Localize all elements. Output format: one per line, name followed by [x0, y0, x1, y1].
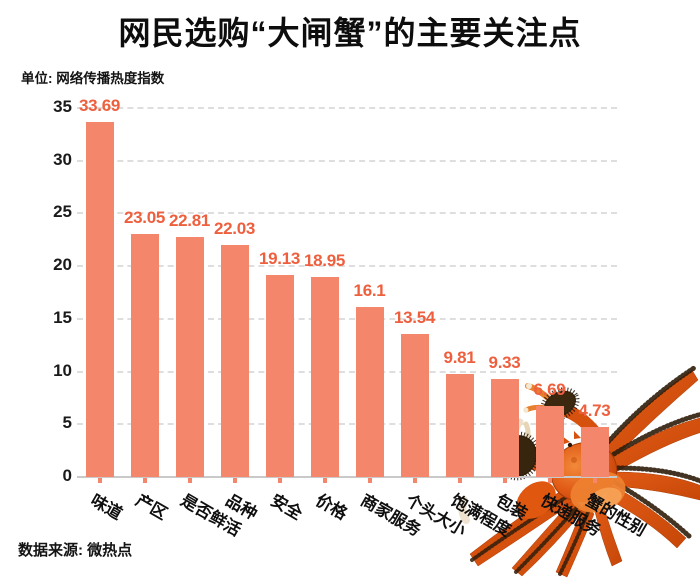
- unit-label: 单位: 网络传播热度指数: [21, 71, 165, 86]
- grid-line: [77, 107, 617, 109]
- x-axis-tick: [412, 478, 417, 483]
- x-axis-category-label: 价格: [312, 491, 350, 524]
- bar-value-label: 16.1: [353, 281, 386, 301]
- chart-title: 网民选购“大闸蟹”的主要关注点: [118, 15, 582, 51]
- y-axis-tick-label: 20: [53, 255, 72, 275]
- bar-value-label: 18.95: [303, 251, 346, 271]
- bar-value-label: 22.03: [213, 218, 256, 238]
- grid-line: [77, 317, 617, 320]
- y-axis-tick-label: 25: [53, 202, 72, 222]
- bar-value-label: 22.81: [168, 210, 211, 230]
- bar: [310, 277, 339, 477]
- x-axis-tick: [367, 478, 372, 483]
- bar-value-label: 33.69: [78, 95, 121, 115]
- x-axis-tick: [142, 478, 147, 483]
- y-axis-tick-label: 10: [53, 360, 72, 380]
- bar-value-label: 13.54: [393, 308, 436, 328]
- x-axis-tick: [457, 478, 462, 483]
- bar: [400, 334, 429, 477]
- y-axis-tick-label: 30: [53, 149, 72, 169]
- x-axis-tick: [187, 478, 192, 483]
- crab-image: [458, 365, 700, 578]
- data-source: 数据来源: 微热点: [18, 542, 133, 559]
- grid-line: [77, 159, 617, 162]
- x-axis-tick: [547, 478, 552, 483]
- bar: [220, 244, 249, 477]
- grid-line: [77, 265, 617, 268]
- grid-line: [77, 212, 617, 215]
- crab-eye: [567, 442, 573, 448]
- bar-value-label: 4.73: [578, 401, 611, 421]
- y-axis-tick-label: 35: [53, 97, 72, 116]
- x-axis-tick: [232, 478, 237, 483]
- x-axis-tick: [277, 478, 282, 483]
- x-axis-tick: [592, 478, 597, 483]
- x-axis-baseline: [77, 476, 617, 478]
- bar-value-label: 23.05: [123, 207, 166, 227]
- bar: [130, 233, 159, 477]
- x-axis-category-label: 味道: [87, 491, 125, 524]
- y-axis-tick-label: 15: [53, 307, 72, 327]
- bar: [490, 378, 519, 477]
- bar: [265, 275, 294, 477]
- bar-value-label: 6.69: [533, 380, 566, 400]
- bar: [580, 427, 609, 477]
- bar: [535, 406, 564, 477]
- bar-value-label: 9.33: [488, 352, 521, 372]
- bar-value-label: 19.13: [258, 249, 301, 269]
- bar-value-label: 9.81: [443, 347, 476, 367]
- x-axis-category-label: 安全: [267, 491, 305, 524]
- x-axis-tick: [322, 478, 327, 483]
- grid-line: [77, 423, 617, 426]
- bar: [175, 236, 204, 477]
- x-axis-tick: [97, 478, 102, 483]
- y-axis-tick-label: 5: [62, 413, 72, 433]
- bar: [355, 307, 384, 477]
- x-axis-tick: [502, 478, 507, 483]
- y-axis-tick-label: 0: [62, 466, 72, 485]
- bar: [85, 121, 114, 477]
- bar: [445, 373, 474, 477]
- x-axis-category-label: 产区: [132, 491, 170, 524]
- grid-line: [77, 370, 617, 373]
